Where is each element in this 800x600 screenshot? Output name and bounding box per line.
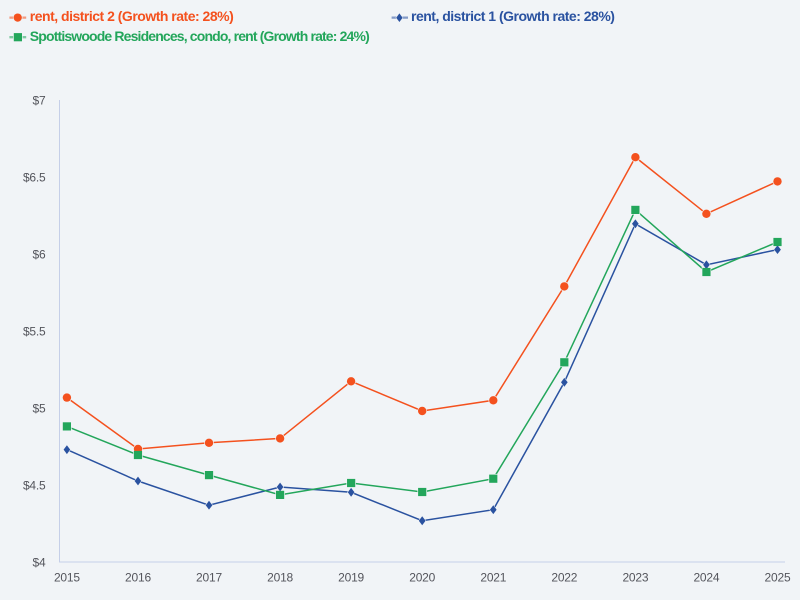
svg-text:2015: 2015 [54,571,80,585]
svg-text:Spottiswoode Residences, condo: Spottiswoode Residences, condo, rent (Gr… [30,28,369,44]
svg-text:2023: 2023 [622,571,648,585]
svg-text:rent, district 1 (Growth rate:: rent, district 1 (Growth rate: 28%) [411,8,614,24]
svg-text:2022: 2022 [551,571,577,585]
svg-text:$4.5: $4.5 [23,479,46,493]
svg-text:$5.5: $5.5 [23,325,46,339]
svg-text:$7: $7 [33,94,46,108]
svg-text:rent, district 2 (Growth rate:: rent, district 2 (Growth rate: 28%) [30,8,233,24]
svg-text:$6.5: $6.5 [23,171,46,185]
svg-text:2025: 2025 [765,571,791,585]
svg-text:2020: 2020 [409,571,435,585]
svg-text:2024: 2024 [693,571,719,585]
svg-text:2019: 2019 [338,571,364,585]
svg-text:2017: 2017 [196,571,222,585]
svg-text:2018: 2018 [267,571,293,585]
svg-text:2016: 2016 [125,571,151,585]
svg-text:2021: 2021 [480,571,506,585]
svg-text:$5: $5 [33,402,46,416]
svg-text:$4: $4 [33,556,46,570]
svg-text:$6: $6 [33,248,46,262]
